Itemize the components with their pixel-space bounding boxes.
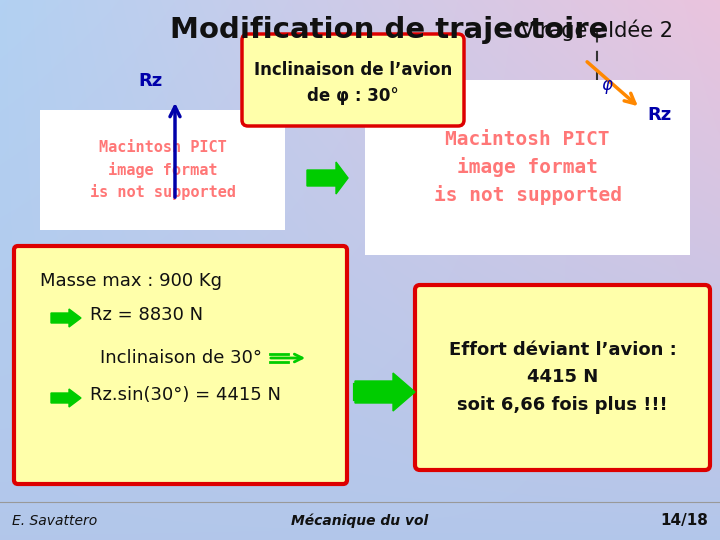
- Text: Inclinaison de 30°: Inclinaison de 30°: [99, 349, 261, 367]
- Bar: [365, 80, 690, 255]
- Text: φ: φ: [601, 76, 612, 94]
- FancyBboxPatch shape: [242, 34, 464, 126]
- Text: de φ : 30°: de φ : 30°: [307, 87, 399, 105]
- Text: Effort déviant l’avion :
4415 N
soit 6,66 fois plus !!!: Effort déviant l’avion : 4415 N soit 6,6…: [449, 341, 676, 414]
- Bar: [355, 385, 393, 399]
- Text: Masse max : 900 Kg: Masse max : 900 Kg: [40, 272, 222, 290]
- Text: Rz.sin(30°) = 4415 N: Rz.sin(30°) = 4415 N: [90, 386, 281, 404]
- Text: Macintosh PICT
image format
is not supported: Macintosh PICT image format is not suppo…: [89, 140, 235, 200]
- Text: Rz: Rz: [139, 72, 163, 90]
- Polygon shape: [51, 309, 81, 327]
- Polygon shape: [51, 389, 81, 407]
- Polygon shape: [355, 373, 415, 411]
- Text: Mécanique du vol: Mécanique du vol: [292, 514, 428, 528]
- Polygon shape: [307, 162, 348, 194]
- Text: Rz = 8830 N: Rz = 8830 N: [90, 306, 203, 324]
- Text: Macintosh PICT
image format
is not supported: Macintosh PICT image format is not suppo…: [433, 130, 621, 205]
- Text: Inclinaison de l’avion: Inclinaison de l’avion: [254, 62, 452, 79]
- FancyBboxPatch shape: [415, 285, 710, 470]
- Text: Rz: Rz: [647, 106, 671, 124]
- FancyBboxPatch shape: [14, 246, 347, 484]
- Text: E. Savattero: E. Savattero: [12, 514, 97, 528]
- Bar: [40, 110, 285, 230]
- Text: Modification de trajectoire: Modification de trajectoire: [170, 16, 608, 44]
- Text: : Virage - Idée 2: : Virage - Idée 2: [500, 19, 673, 40]
- Text: 14/18: 14/18: [660, 514, 708, 529]
